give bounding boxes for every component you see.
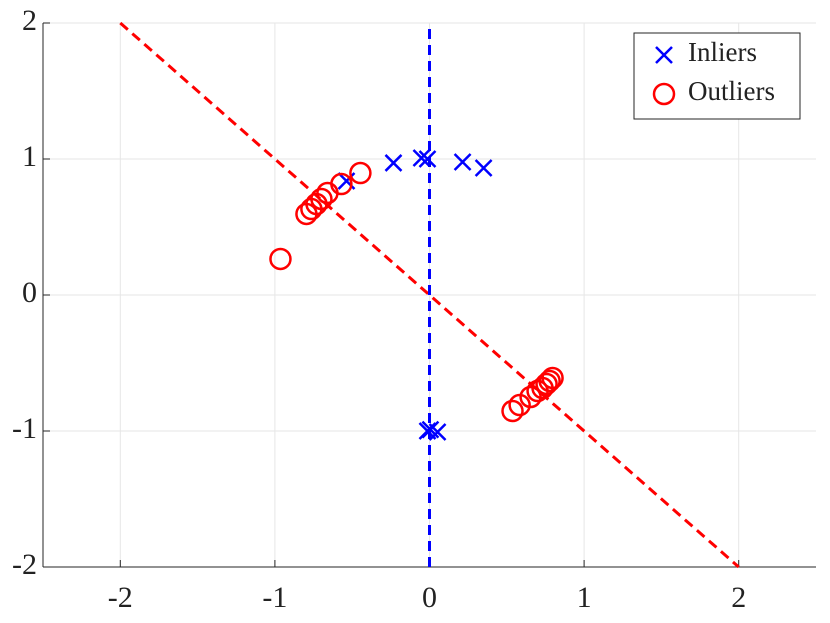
circle-marker: [316, 181, 339, 205]
x-marker: [384, 154, 403, 172]
circle-marker: [501, 399, 524, 423]
x-marker: [453, 153, 472, 171]
legend-label: Inliers: [688, 37, 757, 67]
x-tick-label: 1: [577, 581, 592, 614]
x-marker: [655, 46, 673, 64]
circle-marker: [330, 172, 353, 196]
x-tick-label: -1: [262, 581, 287, 614]
legend-label: Outliers: [688, 76, 775, 106]
circle-marker: [535, 372, 558, 396]
circle-marker: [349, 161, 372, 185]
circle-marker: [538, 369, 561, 393]
y-tick-label: -2: [12, 548, 37, 581]
circle-marker: [269, 247, 292, 271]
x-tick-label: 0: [422, 581, 437, 614]
circle-marker: [541, 366, 564, 390]
y-tick-label: 0: [22, 276, 37, 309]
y-tick-label: -1: [12, 412, 37, 445]
x-tick-label: -2: [108, 581, 133, 614]
x-marker: [412, 149, 431, 167]
y-tick-label: 2: [22, 4, 37, 37]
x-tick-label: 2: [731, 581, 746, 614]
x-marker: [474, 159, 493, 177]
legend: Inliers Outliers: [633, 32, 801, 120]
y-tick-label: 1: [22, 140, 37, 173]
x-marker: [421, 420, 440, 439]
reference-line: [119, 21, 740, 569]
circle-marker: [310, 187, 333, 211]
circle-marker: [652, 82, 676, 106]
x-marker: [418, 150, 437, 168]
